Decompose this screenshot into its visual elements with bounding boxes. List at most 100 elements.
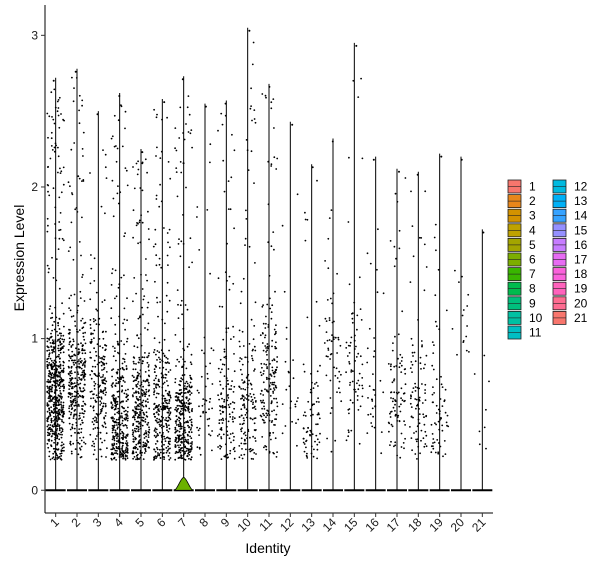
point-14	[327, 347, 330, 350]
point-1	[59, 343, 62, 346]
point-7	[176, 429, 179, 432]
point-6	[165, 368, 168, 371]
point-4	[116, 440, 118, 442]
point-6	[168, 299, 171, 302]
point-2	[81, 360, 83, 362]
point-9	[224, 355, 227, 358]
point-max-16	[372, 158, 375, 161]
point-1	[60, 427, 63, 429]
point-2	[69, 374, 72, 377]
point-1	[57, 321, 59, 324]
point-17	[404, 368, 407, 370]
point-10	[251, 418, 254, 421]
violin-2	[67, 68, 87, 492]
point-8	[205, 399, 208, 402]
point-2	[78, 352, 80, 355]
point-17	[400, 397, 402, 400]
point-8	[208, 401, 211, 403]
point-5	[132, 380, 135, 383]
point-6	[165, 294, 168, 297]
point-5	[139, 398, 142, 401]
point-5	[133, 345, 136, 348]
x-tick-label-10: 10	[234, 515, 254, 535]
point-2	[81, 352, 84, 355]
point-1	[57, 99, 60, 101]
point-3	[97, 433, 100, 436]
point-10	[254, 440, 257, 442]
point-10	[253, 370, 255, 372]
point-1	[55, 364, 58, 367]
point-19	[441, 429, 444, 432]
point-7	[174, 420, 177, 423]
point-1	[59, 457, 62, 460]
point-7	[189, 374, 192, 377]
point-1	[47, 357, 50, 360]
point-6	[153, 456, 156, 459]
point-3	[103, 421, 106, 424]
point-1	[54, 380, 56, 382]
point-2	[83, 358, 86, 360]
point-10	[242, 417, 245, 419]
point-1	[46, 230, 49, 233]
point-7	[179, 255, 182, 258]
points-11	[259, 85, 279, 458]
point-7	[174, 458, 177, 461]
point-3	[93, 449, 96, 451]
point-5	[136, 404, 139, 407]
point-4	[120, 340, 123, 342]
point-4	[112, 368, 115, 370]
legend-item-11: 11	[507, 326, 542, 340]
point-13	[318, 441, 321, 444]
point-14	[332, 336, 335, 339]
point-2	[71, 193, 74, 196]
point-3	[101, 301, 104, 303]
point-11	[267, 326, 270, 328]
point-4	[124, 127, 126, 130]
point-10	[249, 382, 252, 385]
point-6	[154, 455, 157, 457]
point-2	[69, 443, 72, 446]
point-13	[316, 423, 319, 426]
point-7	[177, 398, 179, 401]
point-7	[186, 420, 189, 422]
point-13	[304, 211, 306, 214]
point-10	[238, 329, 241, 332]
point-1	[61, 428, 64, 431]
point-7	[183, 374, 186, 376]
point-1	[47, 136, 49, 139]
point-3	[103, 363, 105, 365]
point-13	[317, 385, 319, 387]
point-6	[169, 177, 172, 180]
point-7	[179, 417, 182, 420]
point-1	[59, 341, 62, 344]
point-16	[371, 400, 374, 402]
point-2	[74, 399, 77, 402]
point-19	[431, 433, 434, 435]
point-11	[269, 395, 272, 397]
point-2	[78, 359, 80, 361]
point-13	[311, 433, 314, 436]
point-3	[94, 319, 97, 322]
point-2	[72, 100, 75, 103]
point-3	[100, 360, 103, 363]
point-5	[135, 427, 138, 430]
point-9	[223, 398, 226, 401]
point-5	[135, 384, 138, 386]
point-7	[184, 304, 187, 306]
point-4	[119, 191, 122, 194]
point-5	[138, 358, 141, 361]
point-10	[240, 290, 243, 293]
point-17	[399, 410, 402, 413]
point-4	[122, 400, 124, 402]
point-7	[182, 132, 185, 134]
point-17	[404, 424, 406, 426]
point-10	[250, 105, 253, 107]
point-8	[200, 375, 203, 378]
point-11	[273, 328, 276, 331]
point-1	[57, 417, 60, 420]
point-2	[79, 297, 82, 299]
point-5	[134, 379, 136, 382]
point-6	[159, 448, 161, 451]
point-21	[488, 380, 490, 383]
